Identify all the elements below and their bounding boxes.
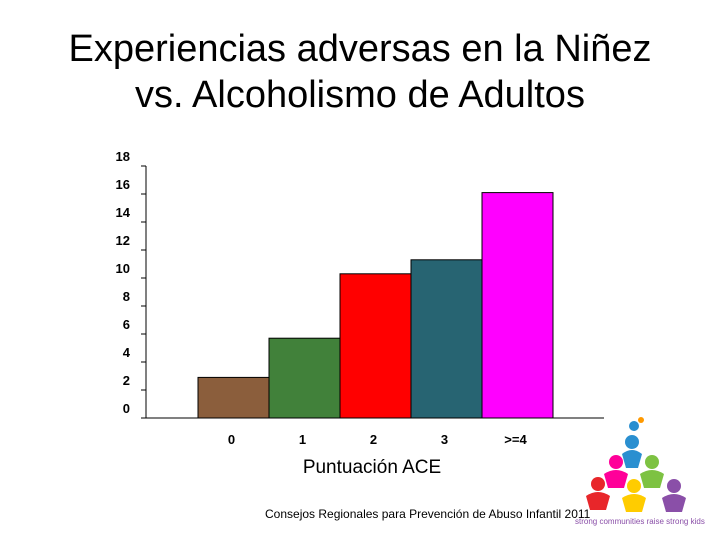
y-tick-label: 4 (123, 345, 131, 360)
y-tick-label: 14 (116, 205, 131, 220)
x-tick-label: 3 (441, 432, 448, 447)
y-tick-label: 2 (123, 373, 130, 388)
organization-logo-icon (586, 417, 686, 512)
y-tick-label: 16 (116, 177, 130, 192)
bar-2 (339, 273, 412, 419)
title-line-1: Experiencias adversas en la Niñez (68, 28, 652, 70)
y-tick-label: 12 (116, 233, 130, 248)
logo-tagline: strong communities raise strong kids (575, 517, 705, 526)
x-axis-label: Puntuación ACE (303, 457, 441, 478)
bar-1 (268, 337, 341, 419)
footer-credit: Consejos Regionales para Prevención de A… (265, 507, 591, 521)
x-axis-ticks: 0 1 2 3 >=4 (228, 432, 528, 447)
y-tick-label: 6 (123, 317, 130, 332)
y-tick-label: 8 (123, 289, 130, 304)
y-tick-label: 10 (116, 261, 130, 276)
bars-group (197, 192, 554, 419)
bar-4 (481, 192, 554, 419)
y-tick-label: 0 (123, 401, 130, 416)
y-axis-ticks: 0 2 4 6 8 10 12 14 16 18 (116, 149, 146, 419)
slide-title: Experiencias adversas en la Niñez vs. Al… (0, 26, 720, 118)
title-line-2: vs. Alcoholismo de Adultos (135, 74, 585, 116)
x-tick-label: 0 (228, 432, 235, 447)
bar-3 (410, 259, 483, 419)
x-tick-label: 2 (370, 432, 377, 447)
x-tick-label: >=4 (504, 432, 527, 447)
bar-0 (197, 376, 270, 419)
y-tick-label: 18 (116, 149, 130, 164)
x-tick-label: 1 (299, 432, 306, 447)
